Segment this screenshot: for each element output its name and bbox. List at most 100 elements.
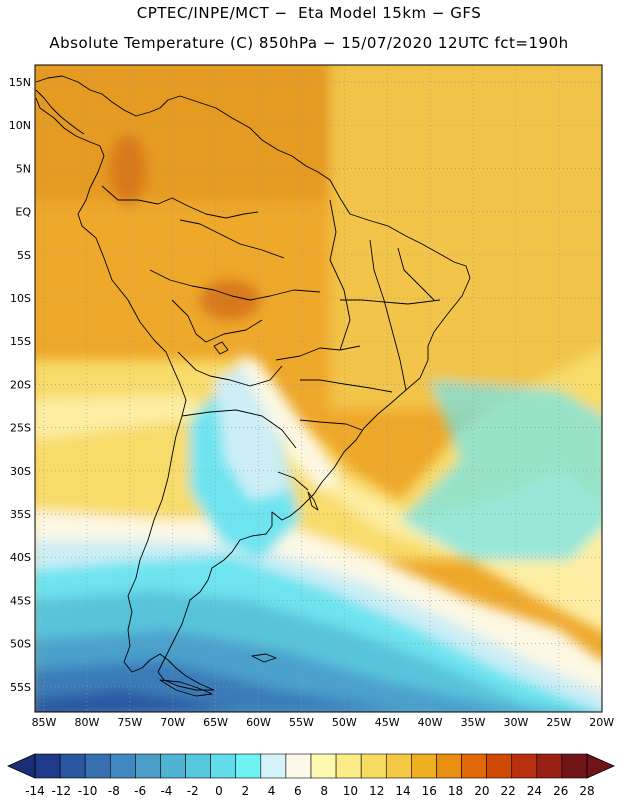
lat-label: 5N (16, 162, 31, 175)
lat-label: 30S (10, 465, 31, 478)
colorbar-box (210, 753, 237, 779)
colorbar-box (511, 753, 538, 779)
colorbar-label: 16 (422, 784, 437, 798)
lat-label: 15N (9, 76, 31, 89)
colorbar-label: 6 (294, 784, 302, 798)
lon-label: 65W (203, 716, 228, 729)
lon-label: 75W (117, 716, 142, 729)
tierra-del-fuego (159, 679, 213, 697)
colorbar-box (310, 753, 337, 779)
colorbar-box (285, 753, 312, 779)
country-border-3 (149, 269, 321, 301)
colorbar-box (461, 753, 487, 779)
lat-label: 40S (10, 551, 31, 564)
lat-label: EQ (15, 206, 31, 219)
lon-label: 20W (589, 716, 614, 729)
colorbar-boxes (34, 753, 588, 779)
longitude-labels: 85W 80W 75W 70W 65W 60W 55W 50W 45W 40W 35W 30W 25W 2… (32, 716, 615, 729)
lat-label: 15S (10, 335, 31, 348)
colorbar-box (411, 753, 437, 779)
state-border-3 (397, 247, 435, 301)
map-title: CPTEC/INPE/MCT − Eta Model 15km − GFS (136, 4, 482, 22)
colorbar-label: 2 (241, 784, 249, 798)
colorbar-box (260, 753, 287, 779)
state-border-4 (340, 299, 441, 305)
country-border-5 (177, 351, 283, 387)
south-america-coastline (35, 75, 471, 691)
lon-label: 85W (32, 716, 57, 729)
lat-label: 20S (10, 378, 31, 391)
colorbar-box (135, 753, 161, 779)
colorbar-box (84, 753, 111, 779)
arrow-left-icon (7, 753, 36, 779)
colorbar-label: 18 (448, 784, 463, 798)
colorbar-label: -12 (51, 784, 71, 798)
colorbar-box (109, 753, 136, 779)
colorbar-box (385, 753, 412, 779)
colorbar-box (561, 753, 588, 779)
colorbar-box (436, 753, 462, 779)
central-america-coast (35, 89, 85, 135)
colorbar-label: -6 (134, 784, 146, 798)
state-border-1 (329, 199, 351, 351)
colorbar-box (160, 753, 186, 779)
colorbar-label: 12 (369, 784, 384, 798)
lon-label: 50W (332, 716, 357, 729)
state-border-5 (300, 379, 393, 393)
lon-label: 60W (246, 716, 271, 729)
colorbar-labels: -14 -12 -10 -8 -6 -4 -2 0 2 4 6 8 10 12 14 16 18 20 22 24 26… (25, 784, 594, 798)
colorbar-label: 24 (527, 784, 542, 798)
lake-titicaca (213, 341, 229, 355)
lat-label: 45S (10, 594, 31, 607)
latitude-labels: 15N 10N 5N EQ 5S 10S 15S 20S 25S 30S 35S 40S 45S 50S 5… (9, 76, 32, 694)
lat-label: 10S (10, 292, 31, 305)
country-border-2 (179, 219, 285, 259)
country-border-6 (181, 409, 297, 449)
colorbar: -14 -12 -10 -8 -6 -4 -2 0 2 4 6 8 10 12 14 16 18 20 22 24 26… (7, 753, 615, 798)
coastlines-and-borders (35, 75, 471, 697)
map-frame (34, 64, 603, 713)
colorbar-box (59, 753, 86, 779)
lat-label: 50S (10, 638, 31, 651)
graticule (35, 65, 603, 712)
colorbar-box (235, 753, 262, 779)
colorbar-label: -14 (25, 784, 45, 798)
colorbar-box (335, 753, 362, 779)
colorbar-label: 14 (395, 784, 410, 798)
colorbar-label: 28 (579, 784, 594, 798)
lon-label: 35W (461, 716, 486, 729)
country-border-8 (277, 471, 309, 491)
colorbar-label: -2 (187, 784, 199, 798)
colorbar-box (486, 753, 513, 779)
temperature-field (35, 65, 602, 712)
lat-label: 5S (17, 249, 31, 262)
colorbar-label: -10 (78, 784, 98, 798)
state-border-2 (369, 239, 407, 391)
lagoa-dos-patos (307, 491, 319, 511)
lon-label: 70W (160, 716, 185, 729)
colorbar-label: 20 (474, 784, 489, 798)
colorbar-box (536, 753, 563, 779)
lat-label: 35S (10, 508, 31, 521)
temperature-map: 15N 10N 5N EQ 5S 10S 15S 20S 25S 30S 35S 40S 45S 50S 5… (9, 64, 615, 729)
colorbar-label: -4 (160, 784, 172, 798)
lon-label: 80W (74, 716, 99, 729)
lon-label: 25W (546, 716, 571, 729)
lat-label: 25S (10, 422, 31, 435)
lon-label: 30W (503, 716, 528, 729)
colorbar-label: 0 (215, 784, 223, 798)
lon-label: 40W (418, 716, 443, 729)
colorbar-label: -8 (108, 784, 120, 798)
colorbar-label: 4 (268, 784, 276, 798)
arrow-right-icon (586, 753, 615, 779)
colorbar-label: 10 (343, 784, 358, 798)
lon-label: 45W (375, 716, 400, 729)
lat-label: 55S (10, 681, 31, 694)
colorbar-label: 8 (320, 784, 328, 798)
lon-label: 55W (289, 716, 314, 729)
country-border-1 (101, 185, 259, 219)
lat-label: 10N (9, 119, 31, 132)
country-border-4 (171, 299, 263, 343)
falkland-islands (251, 653, 277, 663)
colorbar-box (360, 753, 387, 779)
